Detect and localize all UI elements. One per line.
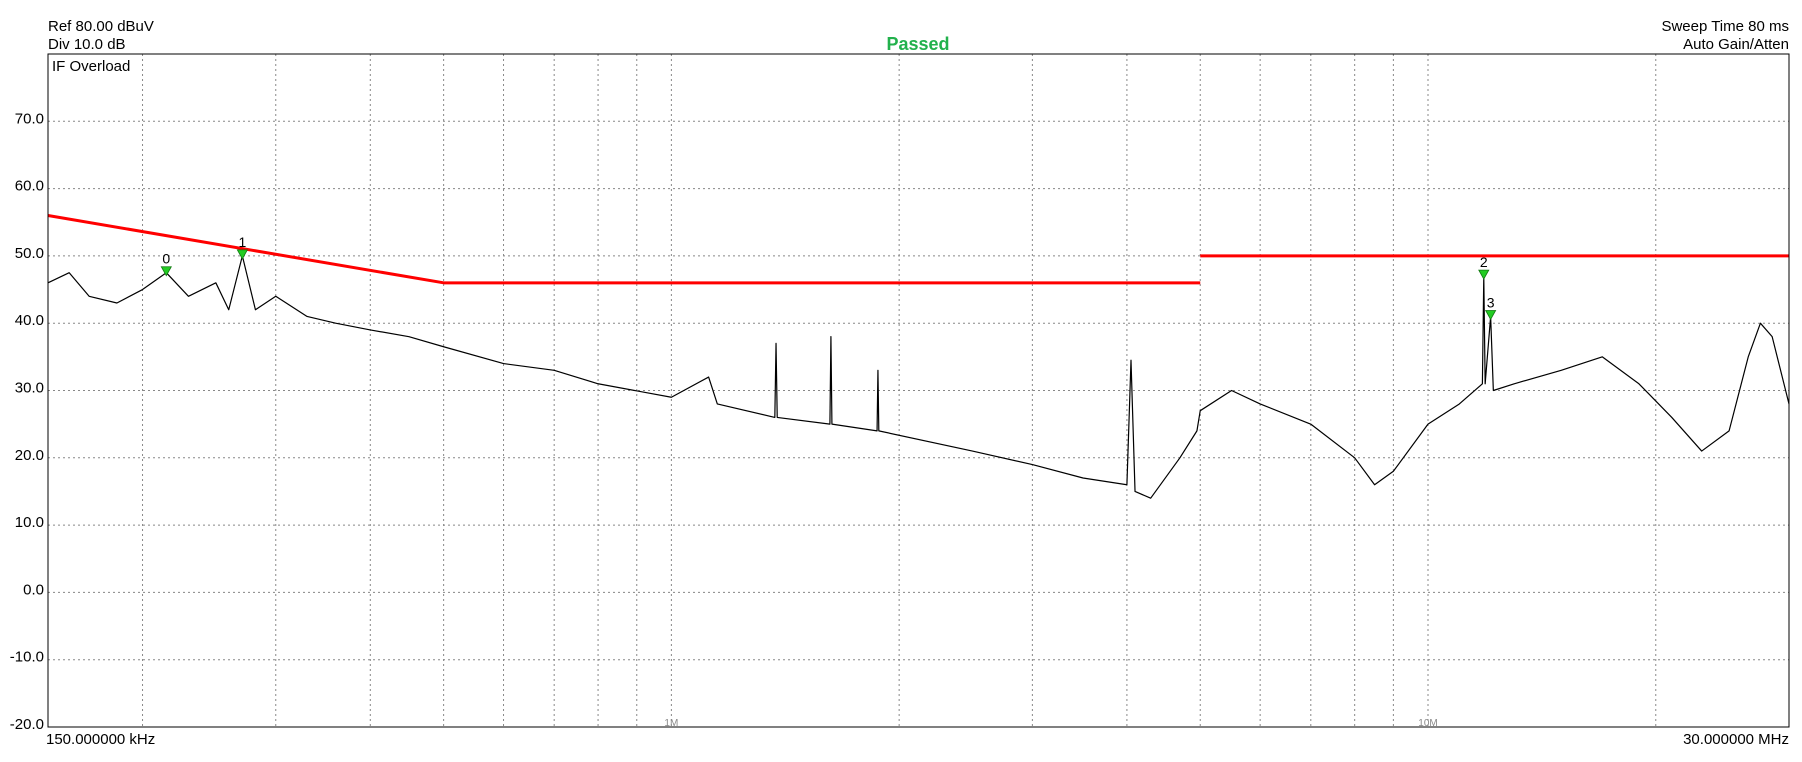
y-tick-label: 40.0 xyxy=(15,312,44,329)
trace xyxy=(47,255,1790,499)
x-tick-label: 1M xyxy=(664,718,678,729)
overload-label: IF Overload xyxy=(52,58,130,75)
y-tick-label: -10.0 xyxy=(10,649,44,666)
marker-label: 2 xyxy=(1480,254,1488,270)
y-tick-label: 30.0 xyxy=(15,380,44,397)
y-tick-label: 0.0 xyxy=(23,581,44,598)
x-tick-label: 30.000000 MHz xyxy=(1683,731,1789,748)
y-tick-label: 20.0 xyxy=(15,447,44,464)
plot-frame xyxy=(47,53,1790,728)
marker-label: 1 xyxy=(238,234,246,250)
plot: 1M 10M 0 1 2 3 xyxy=(47,54,1790,729)
div-scale: Div 10.0 dB xyxy=(48,36,126,53)
status: Passed xyxy=(886,34,949,54)
sweep-time: Sweep Time 80 ms xyxy=(1661,18,1789,35)
y-tick-label: 70.0 xyxy=(15,110,44,127)
marker xyxy=(160,266,172,277)
y-tick-label: 10.0 xyxy=(15,514,44,531)
marker-label: 0 xyxy=(162,251,170,267)
marker xyxy=(236,249,249,260)
ref-level: Ref 80.00 dBuV xyxy=(48,18,154,35)
x-tick-label: 150.000000 kHz xyxy=(46,731,155,748)
limit-line xyxy=(47,214,1789,285)
y-tick-label: 60.0 xyxy=(15,178,44,195)
gain-atten: Auto Gain/Atten xyxy=(1683,36,1789,53)
marker xyxy=(1484,310,1497,321)
y-tick-label: -20.0 xyxy=(10,716,44,733)
x-tick-label: 10M xyxy=(1418,718,1437,729)
marker-label: 3 xyxy=(1487,294,1495,310)
marker xyxy=(1478,269,1490,280)
y-tick-label: 50.0 xyxy=(15,245,44,262)
